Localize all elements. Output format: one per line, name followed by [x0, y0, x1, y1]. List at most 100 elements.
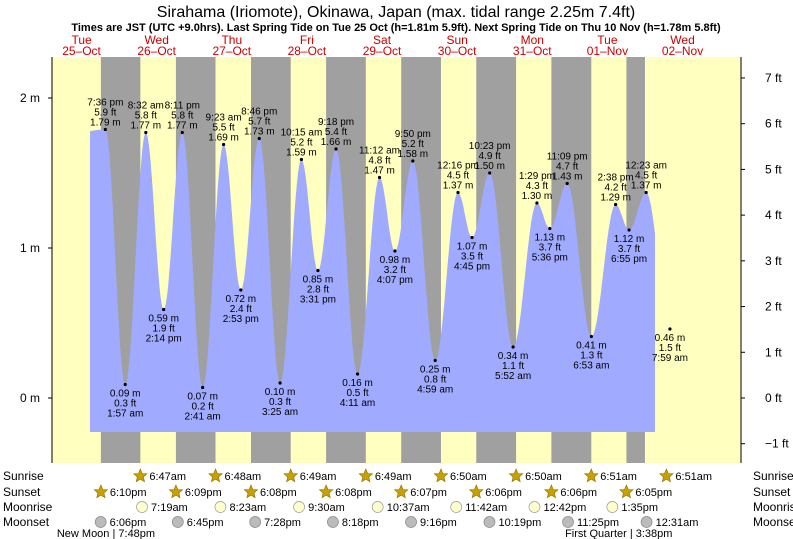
tide-meters: 1.73 m [244, 127, 275, 138]
moonset-event: 9:16pm [405, 516, 457, 529]
tide-point [411, 159, 415, 163]
tide-point [456, 190, 460, 195]
moonset-icon [483, 516, 496, 528]
moonset-time: 10:19pm [498, 517, 541, 529]
tide-point [239, 288, 243, 292]
tide-point [334, 147, 338, 151]
sunrise-time: 6:48am [225, 471, 262, 483]
high-tide-label: 9:23 am5.5 ft1.69 m [206, 113, 242, 144]
sunset-icon [393, 484, 409, 499]
tide-time: 9:18 pm [318, 117, 354, 128]
day-name: Fri [300, 33, 314, 47]
sunrise-event: 6:50am [508, 468, 562, 483]
tide-time: 1:57 am [107, 409, 143, 420]
tide-meters: 1.12 m [614, 234, 645, 245]
day-date: 27–Oct [212, 44, 251, 58]
low-tide-label: 1.07 m3.5 ft4:45 pm [454, 242, 490, 273]
tide-meters: 0.34 m [498, 351, 529, 362]
day-name: Tue [597, 33, 618, 47]
moonset-icon [327, 516, 339, 528]
tide-meters: 1.59 m [286, 148, 317, 159]
tide-feet: 5.5 ft [212, 123, 234, 134]
moonrise-time: 10:37am [387, 502, 430, 514]
right-tick-label: 3 ft [765, 254, 782, 268]
tide-meters: 1.29 m [600, 193, 631, 204]
tide-feet: 1.1 ft [502, 361, 524, 372]
tide-feet: 0.2 ft [192, 402, 214, 413]
sunrise-icon [283, 468, 299, 483]
tide-meters: 1.47 m [364, 166, 395, 177]
sunrise-time: 6:50am [450, 471, 487, 483]
tide-feet: 4.9 ft [479, 151, 501, 162]
tide-feet: 5.2 ft [290, 138, 312, 149]
left-tick-label: 0 m [20, 391, 40, 405]
row-label-left: Sunrise [3, 469, 44, 483]
sunset-icon [468, 484, 484, 499]
tide-feet: 3.7 ft [539, 243, 561, 254]
low-tide-label: 0.85 m2.8 ft3:31 pm [300, 275, 336, 306]
day-name: Sat [373, 33, 392, 47]
sunrise-time: 6:49am [375, 471, 412, 483]
moonset-icon [171, 516, 184, 528]
tide-feet: 5.9 ft [94, 108, 116, 119]
moonset-event: 12:31am [640, 516, 698, 529]
moonset-icon [249, 516, 262, 528]
row-label-right: Moonset [753, 515, 793, 529]
tide-time: 2:41 am [185, 412, 221, 423]
sunset-icon [243, 484, 259, 499]
low-tide-label: 0.34 m1.1 ft5:52 am [495, 351, 531, 382]
low-tide-label: 1.13 m3.7 ft5:36 pm [532, 233, 568, 264]
moon-phase-label: First Quarter | 3:38pm [565, 528, 672, 539]
tide-point [565, 181, 569, 186]
moonrise-icon [450, 501, 463, 513]
day-date: 02–Nov [662, 44, 703, 58]
low-tide-label: 0.41 m1.3 ft6:53 am [573, 341, 609, 372]
left-tick-label: 1 m [20, 241, 40, 255]
high-tide-label: 9:18 pm5.4 ft1.66 m [318, 117, 354, 148]
day-date: 28–Oct [288, 44, 327, 58]
low-tide-label: 0.16 m0.5 ft4:11 am [340, 378, 375, 409]
moonset-event: 7:28pm [249, 516, 301, 529]
tide-time: 11:12 am [359, 146, 400, 157]
tide-time: 8:46 pm [241, 107, 277, 118]
sunset-time: 6:06pm [560, 487, 597, 499]
tide-time: 2:14 pm [146, 334, 182, 345]
tide-point [316, 268, 320, 273]
tide-feet: 1.3 ft [580, 351, 602, 362]
sunrise-icon [358, 468, 374, 483]
tide-time: 5:52 am [495, 371, 531, 382]
tide-time: 3:31 pm [300, 295, 336, 306]
high-tide-label: 7:36 pm5.9 ft1.79 m [87, 98, 123, 129]
moonset-event: 6:06pm [94, 516, 146, 529]
tide-meters: 1.43 m [552, 172, 583, 183]
sunset-event: 6:07pm [393, 484, 447, 499]
tide-meters: 1.07 m [457, 242, 488, 253]
sunrise-time: 6:49am [300, 471, 337, 483]
day-name: Wed [670, 33, 694, 47]
tide-time: 3:25 am [262, 407, 298, 418]
sunset-time: 6:08pm [260, 487, 297, 499]
low-tide-label: 0.98 m3.2 ft4:07 pm [377, 255, 413, 286]
moon-phase: New Moon | 7:48pm [57, 528, 155, 539]
high-tide-label: 10:23 pm4.9 ft1.50 m [469, 141, 511, 172]
tide-feet: 4.7 ft [556, 162, 578, 173]
right-tick-label: 2 ft [765, 300, 782, 314]
sunset-time: 6:05pm [635, 487, 672, 499]
row-label-right: Sunrise [753, 469, 793, 483]
moon-phase-label: New Moon | 7:48pm [57, 528, 155, 539]
tide-meters: 1.69 m [208, 133, 239, 144]
right-tick-label: 0 ft [765, 391, 782, 405]
sunrise-event: 6:47am [132, 468, 186, 483]
tide-point [377, 175, 382, 180]
tide-meters: 1.66 m [321, 137, 352, 148]
low-tide-label: 0.10 m0.3 ft3:25 am [262, 387, 298, 418]
tide-time: 10:15 am [281, 128, 323, 139]
high-tide-label: 11:12 am4.8 ft1.47 m [359, 146, 400, 177]
row-label-right: Moonrise [753, 500, 793, 514]
day-name: Wed [144, 33, 168, 47]
tide-time: 9:23 am [206, 113, 242, 124]
tide-time: 4:59 am [417, 385, 453, 396]
tide-point [123, 382, 127, 387]
axes: 0 m 1 m 2 m −1 ft 0 ft 1 ft 2 ft 3 ft 4 ft 5 ft 6 … [20, 57, 789, 463]
